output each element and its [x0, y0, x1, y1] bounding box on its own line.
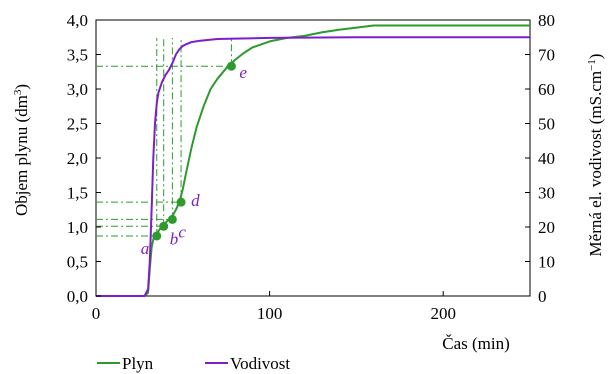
y-right-tick-label: 0 [538, 287, 547, 306]
y-left-axis-title: Objem plynu (dm3) [12, 84, 31, 216]
legend-label-vodivost: Vodivost [230, 354, 290, 373]
x-axis-title: Čas (min) [442, 334, 510, 353]
axis-ticks: 0 100 200 0,0 0,5 1,0 1,5 2,0 2,5 3,0 3,5 4,0 0 10 20 3… [67, 11, 555, 323]
marked-point-b [159, 221, 169, 231]
marked-point-a [152, 231, 162, 241]
marked-point-e [226, 61, 236, 71]
marked-point-c [167, 214, 177, 224]
y-left-tick-label: 1,0 [67, 218, 88, 237]
y-right-tick-label: 20 [538, 218, 555, 237]
marked-point-label-e: e [239, 63, 247, 82]
y-left-tick-label: 3,5 [67, 46, 88, 65]
y-left-tick-label: 2,5 [67, 115, 88, 134]
series-line-vodivost [96, 36, 530, 297]
x-tick-label: 100 [257, 304, 283, 323]
y-right-tick-label: 30 [538, 184, 555, 203]
x-tick-label: 0 [92, 304, 101, 323]
marked-point-d [176, 197, 186, 207]
y-right-tick-label: 50 [538, 115, 555, 134]
guide-lines [96, 37, 232, 237]
y-left-tick-label: 4,0 [67, 11, 88, 30]
legend-label-plyn: Plyn [122, 354, 154, 373]
plot-frame [95, 19, 531, 297]
y-left-tick-label: 2,0 [67, 149, 88, 168]
y-left-tick-label: 3,0 [67, 80, 88, 99]
marked-point-label-c: c [178, 222, 186, 241]
x-tick-label: 200 [430, 304, 456, 323]
y-left-tick-label: 0,5 [67, 253, 88, 272]
y-right-tick-label: 60 [538, 80, 555, 99]
y-right-tick-label: 40 [538, 149, 555, 168]
marked-point-label-b: b [170, 229, 179, 248]
y-left-tick-label: 0,0 [67, 287, 88, 306]
y-left-tick-label: 1,5 [67, 184, 88, 203]
marked-points: a b cd e [141, 61, 247, 258]
y-right-tick-label: 70 [538, 46, 555, 65]
marked-point-label-a: a [141, 239, 150, 258]
legend: Plyn Vodivost [97, 354, 290, 373]
y-right-tick-label: 80 [538, 11, 555, 30]
marked-point-label-d: d [191, 191, 200, 210]
y-right-axis-title: Měrná el. vodivost (mS.cm−1) [586, 54, 605, 257]
plot-area-border [95, 19, 531, 297]
y-right-tick-label: 10 [538, 253, 555, 272]
